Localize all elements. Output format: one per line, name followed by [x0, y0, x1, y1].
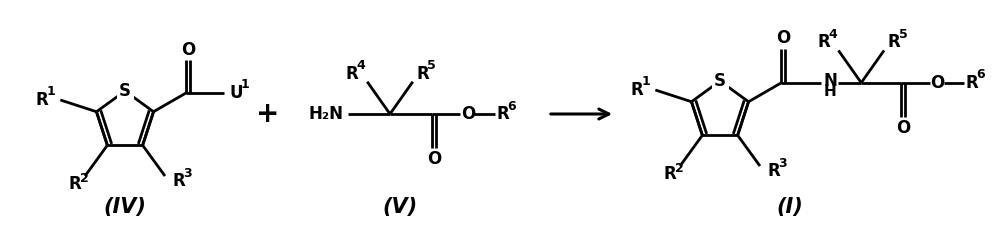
Text: O: O — [776, 29, 791, 46]
Text: R: R — [664, 165, 676, 183]
Text: O: O — [181, 41, 196, 60]
Text: 6: 6 — [977, 68, 985, 81]
Text: O: O — [461, 105, 475, 123]
Text: S: S — [119, 82, 131, 100]
Text: +: + — [256, 100, 280, 128]
Text: 1: 1 — [240, 78, 249, 91]
Text: H: H — [824, 84, 837, 99]
Text: U: U — [230, 84, 243, 102]
Text: (V): (V) — [382, 197, 418, 217]
Text: 3: 3 — [184, 166, 192, 180]
Text: R: R — [496, 105, 509, 123]
Text: 6: 6 — [507, 99, 516, 112]
Text: H₂N: H₂N — [309, 105, 344, 123]
Text: 4: 4 — [357, 59, 366, 72]
Text: (I): (I) — [777, 197, 803, 217]
Text: 4: 4 — [828, 28, 837, 41]
Text: R: R — [69, 175, 81, 193]
Text: R: R — [965, 74, 978, 92]
Text: 2: 2 — [80, 172, 88, 185]
Text: 1: 1 — [642, 76, 651, 88]
Text: R: R — [36, 91, 49, 109]
Text: (IV): (IV) — [104, 197, 146, 217]
Text: R: R — [768, 162, 780, 180]
Text: 1: 1 — [47, 85, 56, 98]
Text: N: N — [823, 72, 837, 90]
Text: R: R — [817, 33, 830, 52]
Text: S: S — [714, 72, 726, 90]
Text: O: O — [931, 74, 945, 92]
Text: R: R — [416, 65, 429, 83]
Text: O: O — [427, 150, 441, 168]
Text: 5: 5 — [899, 28, 907, 41]
Text: 5: 5 — [427, 59, 436, 72]
Text: R: R — [346, 65, 359, 83]
Text: 2: 2 — [675, 161, 683, 174]
Text: R: R — [631, 81, 644, 99]
Text: R: R — [173, 172, 185, 190]
Text: R: R — [888, 33, 900, 52]
Text: 3: 3 — [779, 156, 787, 169]
Text: O: O — [896, 119, 910, 137]
